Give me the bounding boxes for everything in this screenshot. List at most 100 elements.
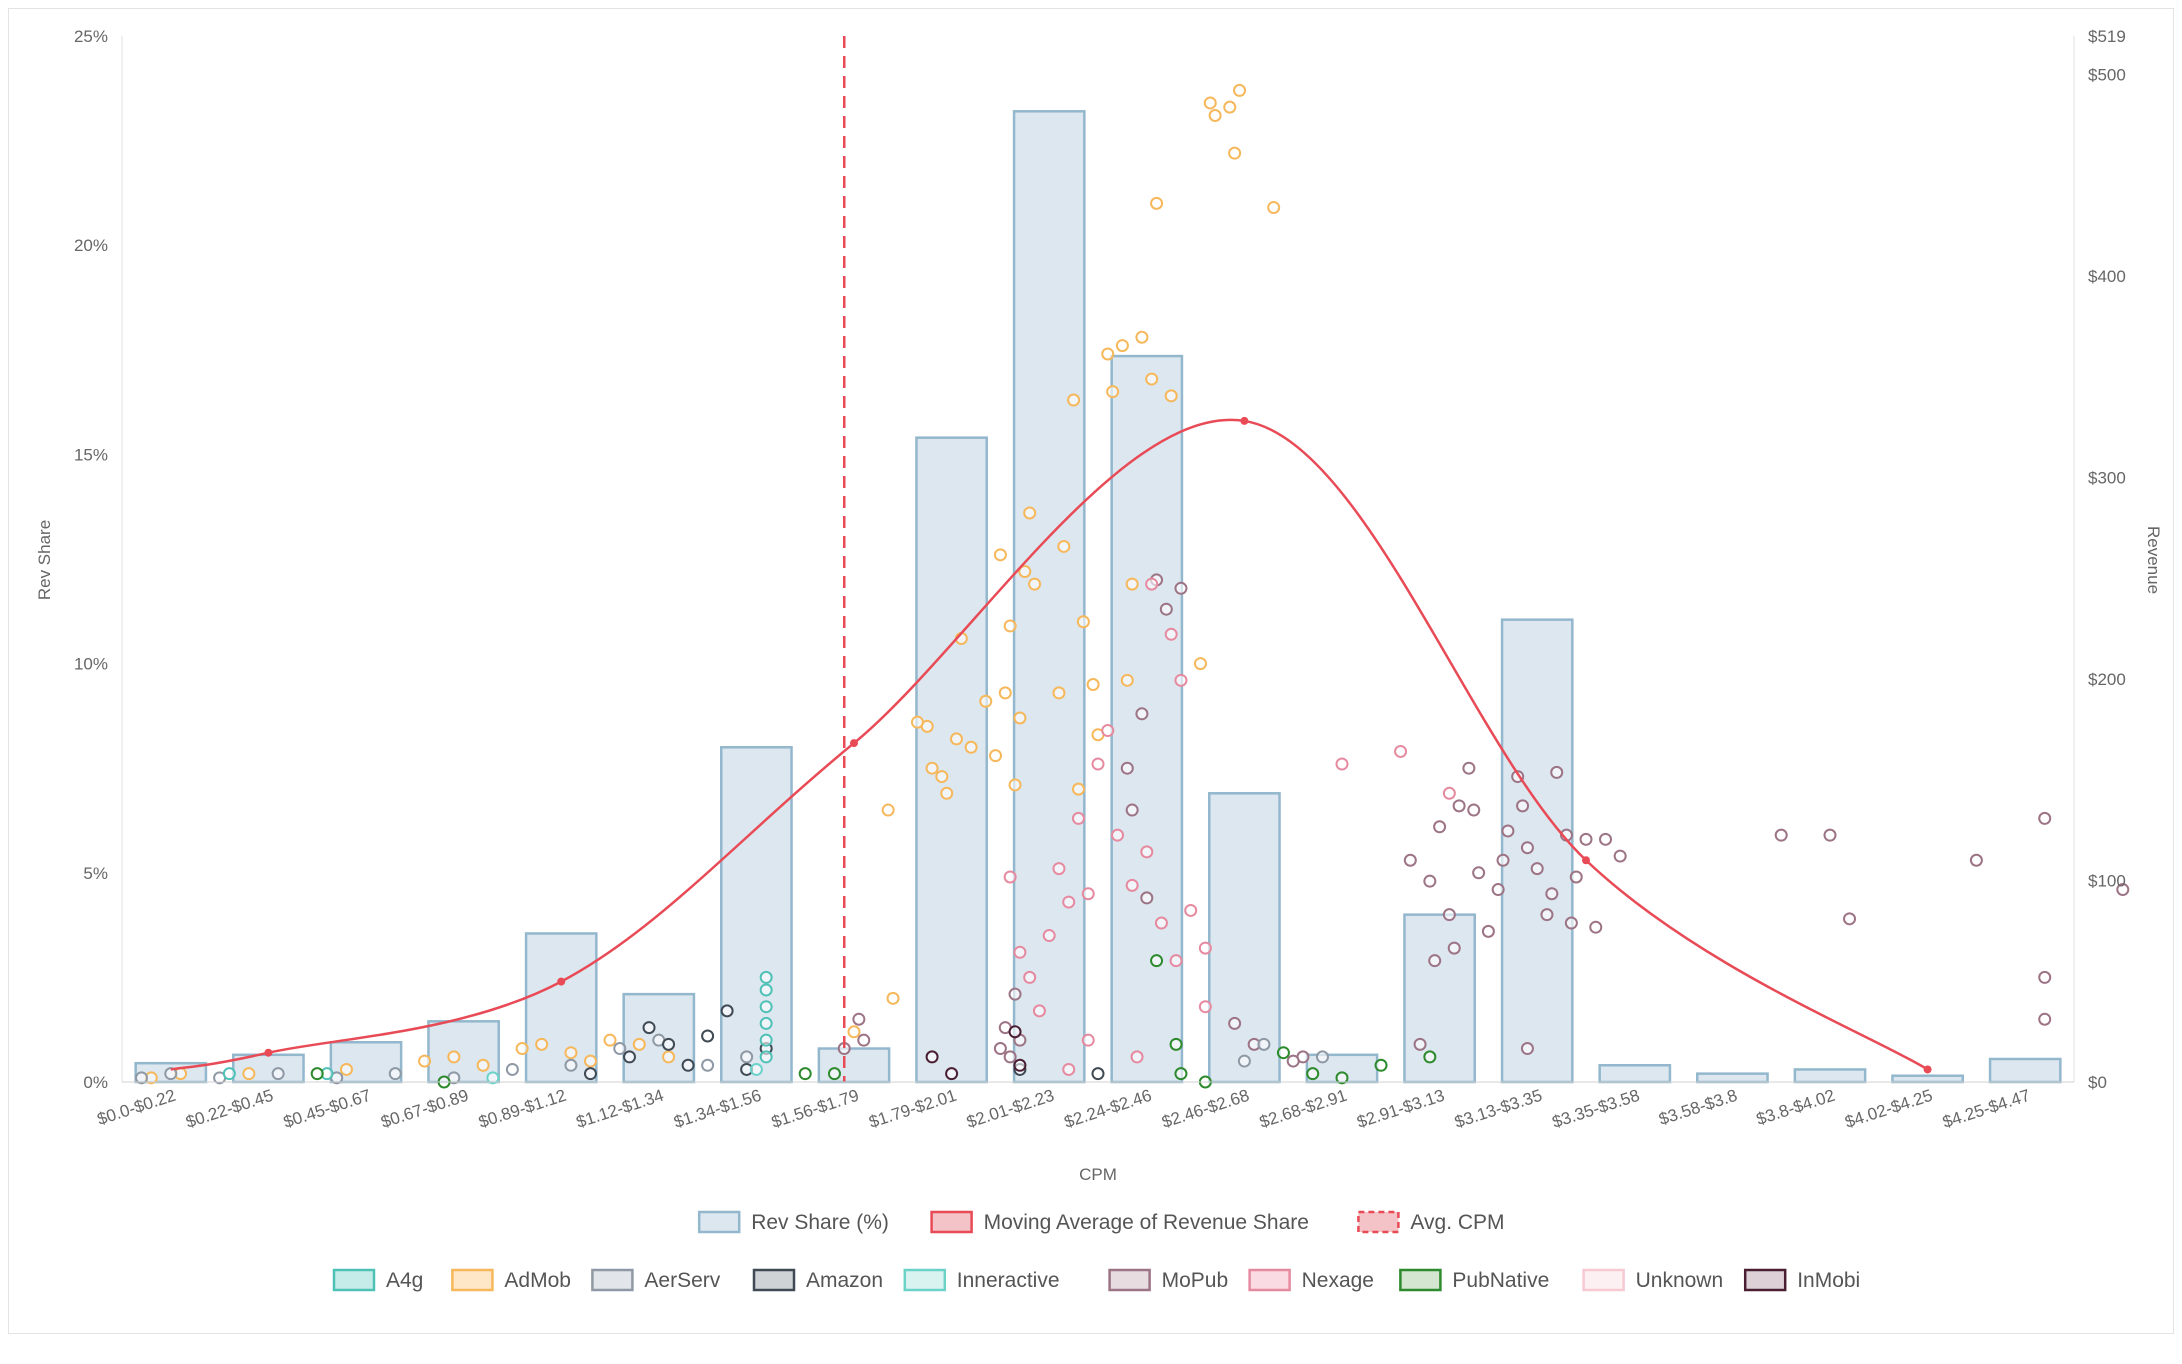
bar <box>915 436 988 1084</box>
scatter-point <box>1106 385 1120 399</box>
scatter-point <box>1545 887 1559 901</box>
y-tick-label: 10% <box>74 655 108 674</box>
scatter-point <box>1052 686 1066 700</box>
x-tick-label: $4.02-$4.25 <box>1843 1086 1935 1132</box>
bar <box>1598 1064 1672 1084</box>
scatter-point <box>1969 853 1983 867</box>
scatter-point <box>940 786 954 800</box>
moving-average-point <box>557 977 566 986</box>
scatter-point <box>1223 100 1237 114</box>
legend-swatch <box>1108 1268 1151 1292</box>
scatter-point <box>1491 883 1505 897</box>
scatter-point <box>613 1042 627 1056</box>
scatter-point <box>1550 765 1564 779</box>
scatter-point <box>1564 916 1578 930</box>
scatter-point <box>1335 1071 1349 1085</box>
scatter-point <box>935 770 949 784</box>
x-tick-label: $1.12-$1.34 <box>574 1086 666 1132</box>
scatter-point <box>1052 862 1066 876</box>
scatter-point <box>1023 970 1037 984</box>
scatter-point <box>681 1058 695 1072</box>
y2-tick-label: $500 <box>2088 65 2126 84</box>
scatter-point <box>1071 782 1085 796</box>
scatter-point <box>1208 108 1222 122</box>
x-tick-label: $0.45-$0.67 <box>281 1086 373 1132</box>
scatter-point <box>1257 1037 1271 1051</box>
x-tick-label: $0.89-$1.12 <box>476 1086 568 1132</box>
scatter-point <box>2038 1012 2052 1026</box>
legend-label: Amazon <box>806 1269 883 1292</box>
legend-label: Rev Share (%) <box>751 1211 889 1234</box>
scatter-point <box>1428 954 1442 968</box>
scatter-point <box>164 1067 178 1081</box>
moving-average-point <box>264 1048 273 1057</box>
scatter-point <box>1120 673 1134 687</box>
scatter-point <box>1413 1037 1427 1051</box>
scatter-point <box>701 1058 715 1072</box>
legend-label: InMobi <box>1797 1269 1860 1292</box>
scatter-point <box>1184 903 1198 917</box>
scatter-point <box>1076 615 1090 629</box>
bars-layer <box>134 110 2062 1084</box>
bar <box>1403 913 1476 1084</box>
scatter-point <box>1111 828 1125 842</box>
scatter-point <box>1013 1058 1027 1072</box>
scatter-point <box>1091 1067 1105 1081</box>
scatter-point <box>1164 389 1178 403</box>
scatter-point <box>1125 803 1139 817</box>
legend-swatch <box>1743 1268 1787 1292</box>
scatter-point <box>910 715 924 729</box>
moving-average-point <box>1240 416 1249 425</box>
scatter-point <box>1164 627 1178 641</box>
axes-layer: 0% 5% 10% 15% 20% 25% $0 $100 $200 $300 $400 $500 $5… <box>74 27 2126 1132</box>
moving-average-point <box>1582 856 1590 865</box>
scatter-point <box>1150 954 1164 968</box>
y-tick-label: 25% <box>74 27 108 46</box>
bar <box>1891 1074 1964 1084</box>
scatter-point <box>925 1050 939 1064</box>
scatter-point <box>1125 878 1139 892</box>
legend-swatch <box>591 1268 634 1292</box>
legend-label: MoPub <box>1162 1269 1229 1292</box>
scatter-point <box>1540 908 1554 922</box>
legend-label: Moving Average of Revenue Share <box>984 1211 1309 1234</box>
scatter-point <box>1174 581 1188 595</box>
scatter-point <box>759 1033 773 1047</box>
x-tick-label: $0.67-$0.89 <box>379 1086 471 1132</box>
y2-tick-label: $200 <box>2088 670 2126 689</box>
legend-swatch <box>1582 1268 1625 1292</box>
scatter-point <box>1028 577 1042 591</box>
bar <box>1500 618 1574 1084</box>
scatter-point <box>1589 920 1603 934</box>
moving-average-point <box>1923 1065 1932 1074</box>
scatter-point <box>1467 803 1481 817</box>
scatter-point <box>2038 811 2052 825</box>
scatter-point <box>759 1050 773 1064</box>
scatter-point <box>1062 895 1076 909</box>
scatter-point <box>852 1012 866 1026</box>
scatter-point <box>1452 799 1466 813</box>
scatter-point <box>603 1033 617 1047</box>
y-tick-label: 0% <box>83 1073 108 1092</box>
scatter-point <box>1374 1058 1388 1072</box>
lines-layer <box>170 36 1932 1082</box>
legend-label: AerServ <box>644 1269 720 1292</box>
x-tick-label: $0.22-$0.45 <box>183 1086 275 1132</box>
bar <box>1988 1057 2062 1084</box>
scatter-point <box>759 1016 773 1030</box>
y2-tick-label: $0 <box>2088 1073 2107 1092</box>
scatter-point <box>1203 96 1217 110</box>
scatter-point <box>271 1067 285 1081</box>
x-tick-label: $0.0-$0.22 <box>95 1086 178 1129</box>
scatter-point <box>989 749 1003 763</box>
scatter-point <box>1032 1004 1046 1018</box>
scatter-point <box>1067 393 1081 407</box>
scatter-point <box>1233 83 1247 97</box>
x-tick-label: $2.91-$3.13 <box>1355 1086 1447 1132</box>
scatter-point <box>1198 941 1212 955</box>
scatter-point <box>720 1004 734 1018</box>
scatter-point <box>1008 987 1022 1001</box>
bar <box>427 1020 500 1084</box>
scatter-point <box>1433 820 1447 834</box>
x-tick-label: $2.68-$2.91 <box>1257 1086 1349 1132</box>
